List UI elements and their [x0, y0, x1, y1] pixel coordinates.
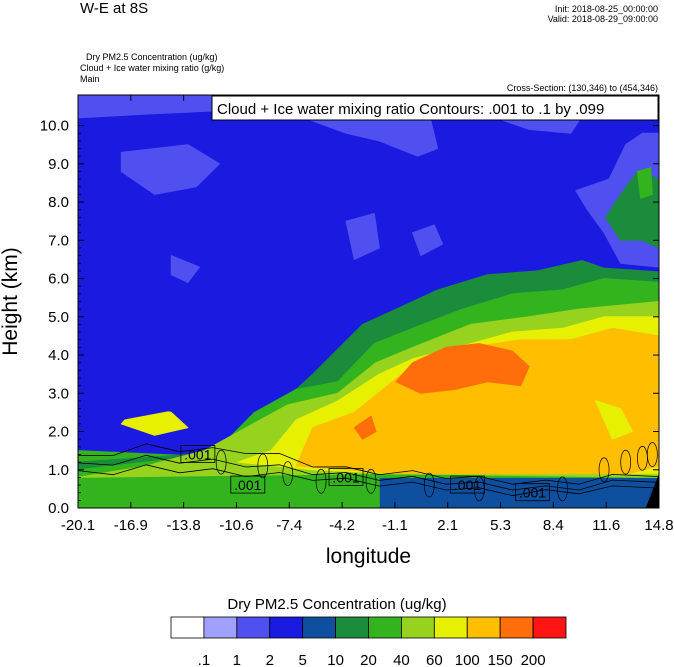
- x-axis-label: longitude: [326, 545, 411, 568]
- colorbar-title: Dry PM2.5 Concentration (ug/kg): [227, 596, 447, 613]
- y-tick-label-4: 4.0: [48, 347, 69, 364]
- field-label-main: Main: [80, 74, 100, 84]
- colorbar-label-6: 40: [393, 652, 410, 667]
- cloud-cell-11: [646, 442, 658, 467]
- concentration-region-14: [170, 255, 200, 283]
- y-tick-label-1: 1.0: [48, 462, 69, 479]
- cloud-cell-2: [282, 461, 294, 486]
- svg-text:.001: .001: [332, 469, 359, 485]
- colorbar-label-5: 20: [360, 652, 377, 667]
- colorbar-label-8: 100: [455, 652, 480, 667]
- colorbar-swatch-7: [401, 616, 435, 639]
- colorbar-swatch-1: [203, 616, 238, 639]
- svg-text:.001: .001: [184, 446, 211, 462]
- contour-label-1: .001: [230, 475, 266, 494]
- terrain-mask: [645, 473, 659, 508]
- concentration-region-13: [120, 144, 220, 195]
- colorbar-swatch-5: [335, 616, 369, 639]
- svg-text:.001: .001: [454, 477, 481, 493]
- x-tick-label-3: -10.6: [219, 517, 253, 534]
- svg-text:.001: .001: [519, 485, 546, 501]
- colorbar-swatch-4: [302, 616, 336, 639]
- colorbar-label-3: 5: [298, 652, 306, 667]
- colorbar-label-0: .1: [198, 652, 211, 667]
- y-tick-label-10: 10.0: [40, 118, 69, 135]
- concentration-region-10: [595, 400, 633, 440]
- y-tick-label-9: 9.0: [48, 156, 69, 173]
- axes: -20.1 -16.9 -13.8 -10.6 -7.4 -4.2 -1.1 2.1 5.3 8.…: [0, 95, 674, 568]
- concentration-region-20: [345, 213, 380, 260]
- cloud-cell-1: [257, 453, 269, 479]
- colorbar: .1 1 2 5 10 20 40 60 100 150 200: [170, 616, 567, 667]
- contour-info-box: Cloud + Ice water mixing ratio Contours:…: [211, 95, 659, 121]
- cloud-cell-4: [365, 468, 377, 494]
- concentration-region-21: [412, 224, 444, 257]
- contour-info-text: Cloud + Ice water mixing ratio Contours:…: [217, 101, 604, 118]
- x-tick-label-11: 14.8: [644, 517, 673, 534]
- colorbar-swatch-6: [368, 616, 402, 639]
- x-tick-label-9: 8.4: [543, 517, 564, 534]
- cloud-cell-0: [215, 449, 227, 475]
- x-tick-label-8: 5.3: [490, 517, 511, 534]
- y-tick-label-0: 0.0: [48, 500, 69, 517]
- concentration-fills: [78, 95, 659, 508]
- x-tick-label-7: 2.1: [437, 517, 458, 534]
- y-tick-label-3: 3.0: [48, 385, 69, 402]
- colorbar-label-4: 10: [327, 652, 344, 667]
- concentration-region-6: [295, 327, 659, 475]
- colorbar-swatch-2: [236, 616, 271, 639]
- colorbar-swatch-9: [466, 616, 501, 639]
- init-time: Init: 2018-08-25_00:00:00: [554, 4, 658, 14]
- contour-label-3: .001: [450, 475, 485, 494]
- x-tick-label-4: -7.4: [276, 517, 302, 534]
- field-label-pm25: Dry PM2.5 Concentration (ug/kg): [86, 52, 218, 62]
- y-tick-label-2: 2.0: [48, 424, 69, 441]
- x-tick-label-6: -1.1: [382, 517, 408, 534]
- y-axis-label: Height (km): [0, 247, 22, 356]
- colorbar-label-9: 150: [488, 652, 513, 667]
- x-tick-label-1: -16.9: [114, 517, 148, 534]
- colorbar-swatch-0: [170, 616, 205, 639]
- concentration-region-7: [395, 343, 530, 394]
- cloud-cell-7: [557, 476, 568, 502]
- colorbar-label-7: 60: [426, 652, 443, 667]
- colorbar-swatch-8: [433, 616, 468, 639]
- y-tick-label-8: 8.0: [48, 194, 69, 211]
- cloud-cell-5: [423, 472, 435, 498]
- colorbar-label-2: 2: [266, 652, 274, 667]
- colorbar-label-1: 1: [233, 652, 241, 667]
- contour-label-0: .001: [180, 445, 216, 463]
- x-tick-label-2: -13.8: [167, 517, 201, 534]
- x-tick-label-10: 11.6: [592, 517, 620, 534]
- colorbar-label-10: 200: [521, 652, 546, 667]
- y-tick-label-7: 7.0: [48, 232, 69, 249]
- valid-time: Valid: 2018-08-29_09:00:00: [547, 14, 658, 24]
- y-tick-label-6: 6.0: [48, 271, 69, 288]
- svg-text:.001: .001: [234, 477, 261, 493]
- cross-section-label: Cross-Section: (130,346) to (454,346): [506, 83, 658, 93]
- chart-title: W-E at 8S: [80, 0, 149, 17]
- field-label-cloud: Cloud + Ice water mixing ratio (g/kg): [80, 63, 225, 73]
- cloud-cell-8: [598, 457, 610, 483]
- y-tick-label-5: 5.0: [48, 309, 69, 326]
- cloud-cell-9: [620, 449, 632, 475]
- cloud-cell-3: [315, 468, 327, 494]
- x-tick-label-0: -20.1: [61, 517, 95, 534]
- x-tick-label-5: -4.2: [329, 517, 355, 534]
- concentration-region-19: [636, 167, 653, 199]
- colorbar-swatch-10: [499, 616, 534, 639]
- concentration-region-8: [353, 415, 377, 440]
- concentration-region-11: [78, 95, 659, 429]
- cloud-contours: .001 .001 .001 .001 .001: [78, 442, 659, 502]
- contour-label-2: .001: [328, 468, 364, 486]
- colorbar-swatch-3: [269, 616, 304, 639]
- contour-label-4: .001: [515, 483, 550, 502]
- colorbar-swatch-11: [532, 616, 567, 639]
